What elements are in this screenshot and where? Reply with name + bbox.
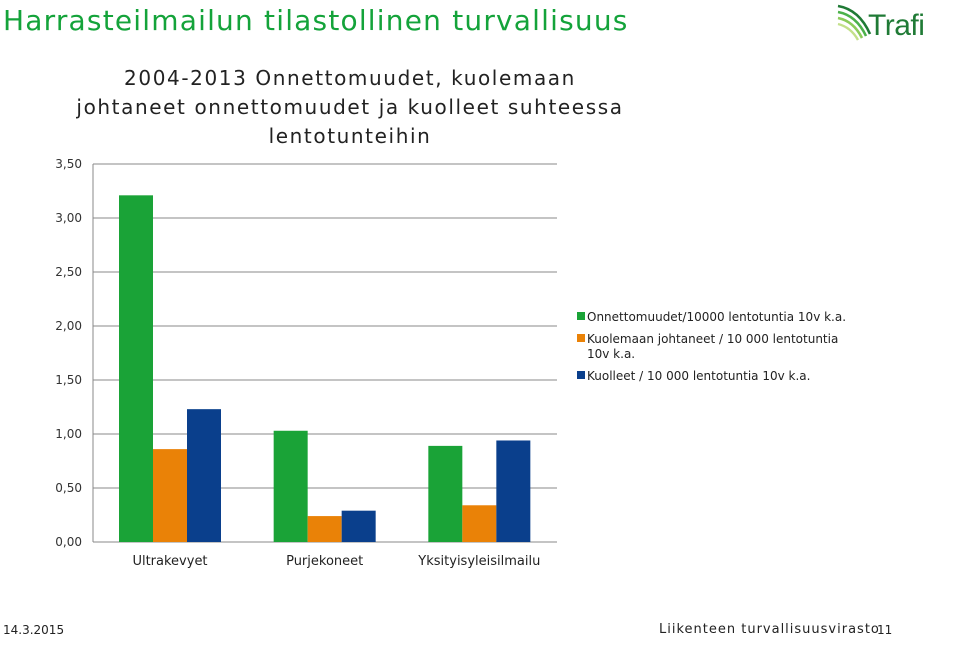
legend-label: Kuolleet / 10 000 lentotuntia 10v k.a. xyxy=(587,369,811,383)
bar xyxy=(341,510,376,542)
y-tick-label: 1,00 xyxy=(55,427,82,441)
logo-text: Trafi xyxy=(868,9,925,42)
legend-swatch xyxy=(577,371,585,379)
footer-organization: Liikenteen turvallisuusvirasto xyxy=(659,622,880,637)
y-tick-label: 1,50 xyxy=(55,373,82,387)
y-tick-label: 3,50 xyxy=(55,157,82,171)
legend-swatch xyxy=(577,334,585,342)
footer-page-number: 11 xyxy=(877,623,893,637)
x-category-label: Purjekoneet xyxy=(286,554,363,569)
chart-title: 2004-2013 Onnettomuudet, kuolemaan johtan… xyxy=(75,66,623,148)
trafi-logo: Trafi xyxy=(836,0,954,46)
legend-item: Onnettomuudet/10000 lentotuntia 10v k.a. xyxy=(577,310,857,325)
chart-title-line: johtaneet onnettomuudet ja kuolleet suht… xyxy=(75,95,623,119)
bar xyxy=(119,195,153,542)
legend-item: Kuolemaan johtaneet / 10 000 lentotuntia… xyxy=(577,332,857,362)
y-tick-label: 2,00 xyxy=(55,319,82,333)
bar xyxy=(496,440,531,542)
bar xyxy=(273,430,308,542)
legend-label: Kuolemaan johtaneet / 10 000 lentotuntia… xyxy=(587,332,839,361)
y-tick-label: 0,50 xyxy=(55,481,82,495)
legend-item: Kuolleet / 10 000 lentotuntia 10v k.a. xyxy=(577,369,857,384)
bar xyxy=(187,409,221,542)
x-category-label: Yksityisyleisilmailu xyxy=(417,554,540,569)
x-axis-category-labels: Ultrakevyet Purjekoneet Yksityisyleisilmai… xyxy=(132,554,540,569)
legend-swatch xyxy=(577,312,585,320)
chart-title-line: 2004-2013 Onnettomuudet, kuolemaan xyxy=(124,66,576,90)
bar xyxy=(428,445,463,542)
trafi-swoosh-icon xyxy=(837,4,872,41)
slide-title: Harrasteilmailun tilastollinen turvallis… xyxy=(3,4,629,37)
y-axis-tick-labels: 0,00 0,50 1,00 1,50 2,00 2,50 3,00 3,50 xyxy=(55,157,82,549)
bar-chart: 2004-2013 Onnettomuudet, kuolemaan johtan… xyxy=(55,66,623,569)
chart-bars xyxy=(119,195,531,542)
y-tick-label: 2,50 xyxy=(55,265,82,279)
y-tick-label: 3,00 xyxy=(55,211,82,225)
legend-label: Onnettomuudet/10000 lentotuntia 10v k.a. xyxy=(587,310,847,324)
bar xyxy=(307,516,342,542)
chart-title-line: lentotunteihin xyxy=(269,124,432,148)
y-tick-label: 0,00 xyxy=(55,535,82,549)
bar xyxy=(153,449,187,542)
bar xyxy=(462,505,497,542)
x-category-label: Ultrakevyet xyxy=(132,554,207,569)
footer-date: 14.3.2015 xyxy=(3,623,65,637)
chart-legend: Onnettomuudet/10000 lentotuntia 10v k.a.… xyxy=(577,310,857,391)
